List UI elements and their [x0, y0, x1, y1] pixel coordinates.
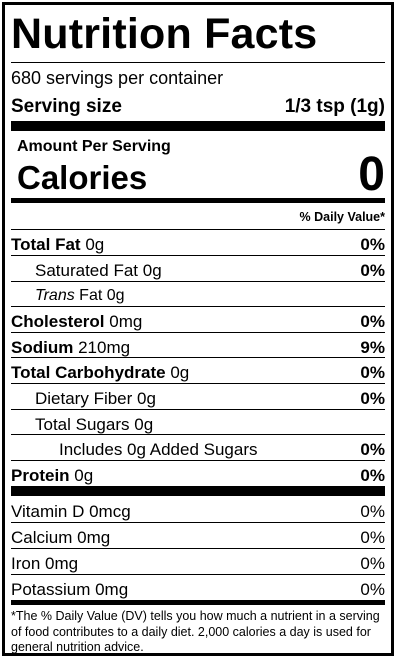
nutrient-label: Total Sugars 0g	[35, 415, 154, 434]
vitamin-label: Vitamin D 0mcg	[11, 502, 131, 521]
divider	[11, 357, 385, 358]
nutrient-dv: 0%	[360, 466, 385, 485]
thick-divider	[11, 486, 385, 496]
nutrient-dv: 0%	[360, 440, 385, 459]
divider	[11, 522, 385, 523]
nutrient-label: Total Carbohydrate 0g	[11, 363, 190, 382]
vitamin-label: Potassium 0mg	[11, 580, 129, 599]
daily-value-header: % Daily Value*	[299, 210, 385, 224]
nutrient-label: Trans Fat 0g	[35, 287, 125, 304]
nutrient-row-protein: Protein 0g 0%	[11, 461, 385, 485]
nutrient-dv: 9%	[360, 338, 385, 357]
medium-divider	[11, 600, 385, 605]
nutrient-label: Total Fat 0g	[11, 235, 105, 254]
nutrient-label: Includes 0g Added Sugars	[59, 440, 258, 459]
divider	[11, 460, 385, 461]
nutrition-facts-label: Nutrition Facts 680 servings per contain…	[2, 2, 394, 656]
divider	[11, 383, 385, 384]
nutrient-row-sodium: Sodium 210mg 9%	[11, 333, 385, 357]
nutrient-dv: 0%	[360, 235, 385, 254]
divider	[11, 281, 385, 282]
nutrient-row-saturated-fat: Saturated Fat 0g 0%	[11, 256, 385, 280]
nutrient-row-added-sugars: Includes 0g Added Sugars 0%	[11, 435, 385, 459]
vitamin-label: Iron 0mg	[11, 554, 79, 573]
vitamin-dv: 0%	[360, 554, 385, 573]
calories-value: 0	[358, 148, 385, 201]
vitamin-label: Calcium 0mg	[11, 528, 111, 547]
nutrient-row-cholesterol: Cholesterol 0mg 0%	[11, 307, 385, 331]
label-content: Nutrition Facts 680 servings per contain…	[11, 5, 385, 654]
vitamin-dv: 0%	[360, 580, 385, 599]
nutrient-dv: 0%	[360, 312, 385, 331]
amount-per-serving: Amount Per Serving	[17, 138, 171, 155]
serving-size-label: Serving size	[11, 96, 122, 117]
nutrient-dv: 0%	[360, 363, 385, 382]
nutrient-label: Dietary Fiber 0g	[35, 389, 156, 408]
nutrient-row-dietary-fiber: Dietary Fiber 0g 0%	[11, 384, 385, 408]
label-title: Nutrition Facts	[11, 10, 318, 58]
nutrient-row-total-fat: Total Fat 0g 0%	[11, 230, 385, 254]
divider	[11, 574, 385, 575]
vitamin-row-potassium: Potassium 0mg 0%	[11, 575, 385, 599]
nutrient-dv: 0%	[360, 261, 385, 280]
divider	[11, 332, 385, 333]
nutrient-label: Sodium 210mg	[11, 338, 131, 357]
calories-label: Calories	[17, 159, 148, 196]
nutrient-dv: 0%	[360, 389, 385, 408]
divider	[11, 229, 385, 230]
vitamin-dv: 0%	[360, 528, 385, 547]
divider	[11, 255, 385, 256]
divider	[11, 409, 385, 410]
nutrient-label: Cholesterol 0mg	[11, 312, 143, 331]
vitamin-dv: 0%	[360, 502, 385, 521]
divider	[11, 548, 385, 549]
nutrient-label: Saturated Fat 0g	[35, 261, 162, 280]
nutrient-row-total-carbohydrate: Total Carbohydrate 0g 0%	[11, 358, 385, 382]
serving-size-value: 1/3 tsp (1g)	[284, 96, 385, 117]
vitamin-row-calcium: Calcium 0mg 0%	[11, 523, 385, 547]
medium-divider	[11, 198, 385, 203]
footnote: *The % Daily Value (DV) tells you how mu…	[11, 609, 380, 654]
nutrient-label: Protein 0g	[11, 466, 94, 485]
divider	[11, 306, 385, 307]
vitamin-row-iron: Iron 0mg 0%	[11, 549, 385, 573]
nutrient-row-total-sugars: Total Sugars 0g	[11, 410, 385, 434]
nutrient-row-trans-fat: Trans Fat 0g	[11, 282, 385, 306]
thick-divider	[11, 121, 385, 131]
divider	[11, 62, 385, 63]
vitamin-row-vitamin-d: Vitamin D 0mcg 0%	[11, 497, 385, 521]
servings-per-container: 680 servings per container	[11, 68, 224, 88]
divider	[11, 434, 385, 435]
